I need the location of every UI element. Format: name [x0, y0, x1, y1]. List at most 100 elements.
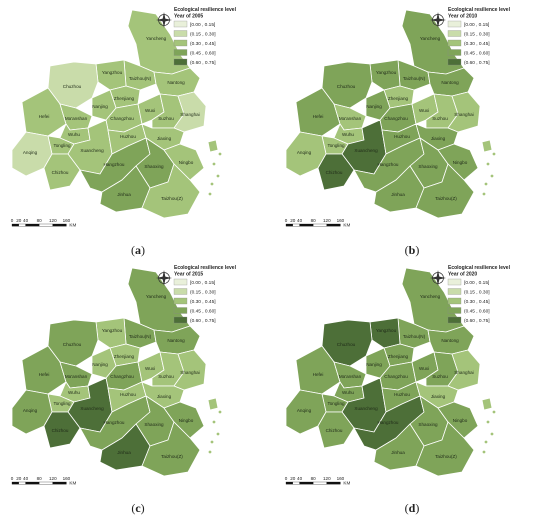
- scale-tick-label: 80: [37, 476, 43, 481]
- scale-tick-label: 40: [297, 476, 303, 481]
- region-zhoushan: [207, 139, 219, 153]
- legend-swatch: [447, 297, 462, 305]
- island-mark: [218, 410, 222, 414]
- scale-tick-label: 20: [16, 476, 22, 481]
- region-label: Jiaxing: [431, 394, 446, 399]
- region-label: Anqing: [297, 408, 312, 413]
- scale-unit: KM: [343, 223, 350, 228]
- legend-swatch: [447, 307, 462, 314]
- scale-tick-label: 40: [23, 476, 29, 481]
- legend-label: (0.15 , 0.30]: [190, 290, 216, 296]
- region-label: Wuhu: [68, 132, 80, 137]
- island-mark: [216, 432, 220, 436]
- legend-label: (0.30 , 0.45]: [190, 41, 216, 47]
- scale-bar-segment: [25, 481, 40, 485]
- legend-label: (0.45 , 0.60]: [464, 51, 490, 57]
- region-label: Shanghai: [180, 112, 199, 117]
- scale-unit: KM: [69, 223, 76, 228]
- scale-bar-segment: [285, 223, 293, 227]
- region-label: Tongling: [53, 143, 71, 148]
- region-label: Chuzhou: [63, 84, 82, 89]
- scale-bar-segment: [52, 223, 67, 227]
- region-label: Nantong: [441, 338, 459, 343]
- region-label: Nantong: [167, 338, 185, 343]
- region-label: Tongling: [327, 143, 345, 148]
- legend-label: (0.30 , 0.45]: [464, 41, 490, 47]
- map-panel-a: Yancheng Taizhou(N) Nantong Yangzhou Chuzhou…: [4, 4, 272, 257]
- region-chizhou: [43, 153, 81, 191]
- legend-swatch: [173, 288, 188, 295]
- region-label: Changzhou: [110, 374, 134, 379]
- region-label: Anqing: [23, 150, 38, 155]
- region-label: Ma'anshan: [339, 374, 362, 379]
- region-label: Jinhua: [117, 192, 131, 197]
- region-label: Hefei: [39, 114, 50, 119]
- scale-bar-segment: [313, 223, 327, 227]
- legend-swatch: [447, 288, 462, 295]
- region-label: Ningbo: [179, 160, 194, 165]
- scale-tick-label: 40: [297, 218, 303, 223]
- legend-swatch: [173, 307, 188, 314]
- scale-tick-label: 80: [311, 218, 317, 223]
- island-mark: [216, 174, 220, 178]
- island-mark: [212, 420, 216, 424]
- scale-bar-segment: [292, 223, 300, 227]
- legend-label: (0.45 , 0.60]: [190, 309, 216, 315]
- scale-tick-label: 160: [63, 476, 71, 481]
- island-mark: [482, 450, 486, 454]
- region-label: Shaoxing: [144, 164, 164, 169]
- scale-bar-segment: [11, 481, 19, 485]
- region-label: Shaoxing: [144, 422, 164, 427]
- region-chizhou: [317, 411, 355, 449]
- legend-label: (0.30 , 0.45]: [464, 299, 490, 305]
- region-label: Chizhou: [326, 428, 343, 433]
- island-mark: [482, 192, 486, 196]
- legend-swatch: [173, 278, 188, 286]
- region-label: Yancheng: [146, 36, 167, 41]
- region-shanghai: [173, 91, 207, 133]
- region-label: Chizhou: [326, 170, 343, 175]
- scale-tick-label: 160: [337, 218, 345, 223]
- region-label: Ningbo: [179, 418, 194, 423]
- region-label: Hefei: [313, 372, 324, 377]
- legend-swatch: [447, 278, 462, 286]
- legend-label: (0.30 , 0.45]: [190, 299, 216, 305]
- scale-tick-label: 120: [49, 218, 57, 223]
- region-label: Taizhou(N): [403, 334, 426, 339]
- region-label: Shaoxing: [418, 164, 438, 169]
- scale-tick-label: 160: [63, 218, 71, 223]
- legend-swatch: [447, 30, 462, 37]
- map-svg: Yancheng Taizhou(N) Nantong Yangzhou Chuzhou…: [285, 265, 511, 486]
- region-label: Jiaxing: [431, 136, 446, 141]
- region-label: Chizhou: [52, 428, 69, 433]
- region-label: Shanghai: [454, 370, 473, 375]
- map-svg: Yancheng Taizhou(N) Nantong Yangzhou Chuzhou…: [11, 7, 237, 228]
- scale-bar-segment: [39, 223, 53, 227]
- island-mark: [212, 162, 216, 166]
- legend-swatch: [447, 316, 462, 324]
- legend-title: Ecological resilience level: [448, 265, 511, 271]
- legend-swatch: [173, 39, 188, 47]
- scale-tick-label: 20: [290, 476, 296, 481]
- legend-year: Year of 2020: [448, 272, 477, 278]
- region-label: Wuxi: [145, 108, 155, 113]
- region-label: Yangzhou: [102, 328, 123, 333]
- legend-swatch: [173, 58, 188, 66]
- scale-bar-segment: [18, 481, 26, 485]
- legend-label: (0.45 , 0.60]: [464, 309, 490, 315]
- region-label: Taizhou(Z): [161, 454, 183, 459]
- region-shanghai: [447, 91, 481, 133]
- legend-title: Ecological resilience level: [174, 7, 237, 13]
- island-mark: [208, 450, 212, 454]
- region-label: Wuxi: [145, 366, 155, 371]
- region-label: Wuxi: [419, 108, 429, 113]
- legend-year: Year of 2005: [174, 14, 203, 20]
- legend-title: Ecological resilience level: [448, 7, 511, 13]
- region-label: Shanghai: [180, 370, 199, 375]
- region-label: Zhenjiang: [114, 354, 135, 359]
- island-mark: [210, 440, 214, 444]
- region-label: Jinhua: [391, 450, 405, 455]
- scale-bar-segment: [11, 223, 19, 227]
- region-label: Hefei: [313, 114, 324, 119]
